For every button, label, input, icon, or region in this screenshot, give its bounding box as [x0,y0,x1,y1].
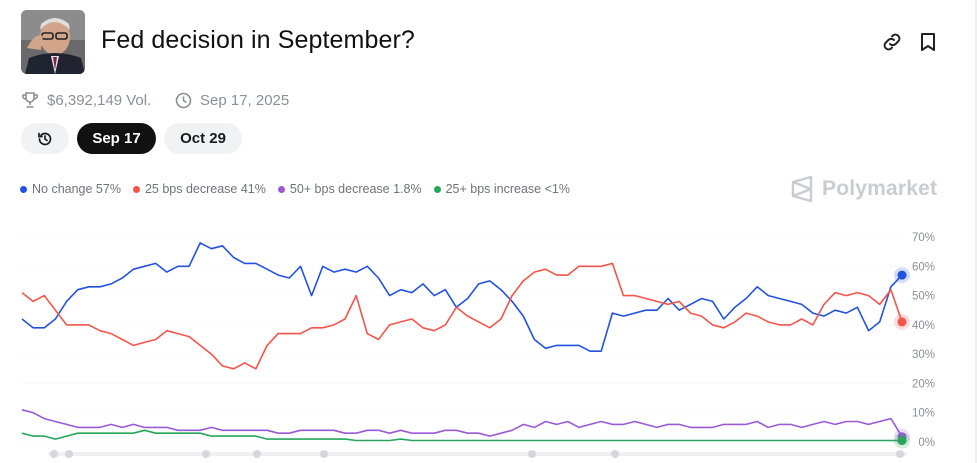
legend-label: 25 bps decrease 41% [144,182,266,196]
timeline-marker[interactable] [50,450,58,458]
legend-dot [132,185,140,193]
market-title: Fed decision in September? [101,26,415,54]
timeline-marker[interactable] [896,450,904,458]
legend-item-25-bps-increase: 25+ bps increase <1% [433,182,570,196]
date-info: Sep 17, 2025 [175,90,289,110]
series-end-point [897,436,907,446]
legend-label: 50+ bps decrease 1.8% [289,182,422,196]
timeline-marker[interactable] [253,450,261,458]
y-tick-label: 40% [912,320,935,332]
timeline-marker[interactable] [611,450,619,458]
series-line-25-bps-increase [21,429,902,442]
legend-dot [20,185,27,193]
market-thumbnail [21,10,85,74]
series-end-point [897,270,907,280]
y-tick-label: 20% [912,378,935,390]
chart-legend: No change 57% 25 bps decrease 41% 50+ bp… [20,182,582,196]
legend-label: No change 57% [32,182,121,196]
volume-text: $6,392,149 Vol. [47,91,152,109]
history-button[interactable] [21,123,69,154]
y-tick-label: 0% [918,437,935,449]
date-text: Sep 17, 2025 [200,91,290,109]
timeline-marker[interactable] [65,450,73,458]
bookmark-icon[interactable] [916,30,940,54]
legend-label: 25+ bps increase <1% [445,182,570,196]
series-end-point [897,317,907,327]
legend-item-50-bps-decrease: 50+ bps decrease 1.8% [277,182,422,196]
polymarket-watermark: Polymarket [790,176,937,202]
polymarket-logo-icon [791,176,813,202]
timeline-marker[interactable] [202,450,210,458]
series-line-25-bps-decrease [21,262,903,370]
timeline-marker[interactable] [320,450,328,458]
y-tick-label: 10% [912,408,935,420]
link-icon[interactable] [880,30,904,54]
legend-item-no-change: No change 57% [20,182,121,196]
y-tick-label: 70% [912,232,935,244]
legend-dot [433,185,441,193]
volume-info: $6,392,149 Vol. [21,90,151,110]
y-tick-label: 30% [912,349,935,361]
y-tick-label: 60% [912,261,935,273]
watermark-text: Polymarket [822,177,938,200]
clock-icon [175,92,192,108]
timeline-marker[interactable] [528,450,536,458]
tab-oct-29[interactable]: Oct 29 [164,123,242,154]
y-tick-label: 50% [912,291,935,303]
tab-sep-17[interactable]: Sep 17 [77,123,156,154]
right-edge-divider [975,0,977,463]
legend-item-25-bps-decrease: 25 bps decrease 41% [132,182,266,196]
trophy-icon [22,92,38,108]
series-line-no-change [21,242,903,352]
history-icon [38,132,52,145]
legend-dot [277,185,285,193]
series-line-50-bps-decrease [21,409,903,438]
price-history-chart[interactable]: 0% 10% 20% 30% 40% 50% 60% 70% [0,225,977,463]
